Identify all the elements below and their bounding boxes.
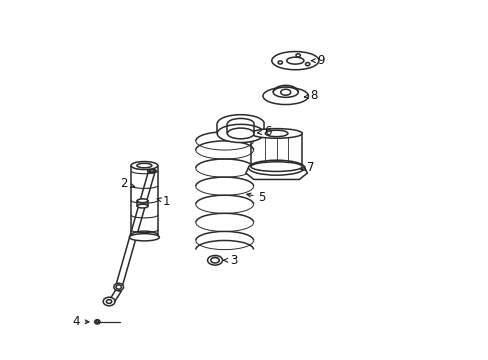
- Ellipse shape: [114, 283, 123, 291]
- Text: 2: 2: [120, 177, 134, 190]
- Ellipse shape: [295, 54, 300, 57]
- Ellipse shape: [207, 256, 222, 265]
- Ellipse shape: [250, 129, 302, 138]
- Text: 9: 9: [311, 54, 324, 67]
- Text: 7: 7: [300, 161, 313, 174]
- Ellipse shape: [149, 170, 154, 172]
- Ellipse shape: [147, 169, 156, 173]
- Text: 1: 1: [157, 195, 170, 208]
- Ellipse shape: [286, 57, 303, 64]
- Text: 3: 3: [224, 254, 237, 267]
- Ellipse shape: [227, 128, 254, 139]
- Polygon shape: [245, 168, 307, 180]
- Ellipse shape: [137, 163, 152, 168]
- Polygon shape: [110, 289, 121, 302]
- Text: 8: 8: [304, 90, 317, 103]
- Ellipse shape: [278, 61, 282, 64]
- Ellipse shape: [273, 87, 298, 97]
- Ellipse shape: [210, 258, 219, 263]
- Ellipse shape: [95, 320, 100, 324]
- Ellipse shape: [137, 199, 148, 203]
- Ellipse shape: [248, 160, 304, 175]
- Ellipse shape: [103, 297, 115, 306]
- Text: 4: 4: [72, 315, 89, 328]
- Ellipse shape: [271, 51, 318, 70]
- Ellipse shape: [116, 285, 121, 289]
- Ellipse shape: [137, 204, 148, 208]
- Ellipse shape: [106, 300, 112, 303]
- Text: 5: 5: [246, 191, 265, 204]
- Ellipse shape: [265, 130, 287, 137]
- Polygon shape: [115, 170, 155, 288]
- Text: 6: 6: [257, 125, 271, 138]
- Ellipse shape: [131, 231, 158, 239]
- Ellipse shape: [129, 234, 159, 241]
- Polygon shape: [137, 201, 148, 206]
- Ellipse shape: [250, 162, 302, 171]
- Ellipse shape: [305, 63, 309, 66]
- Ellipse shape: [131, 162, 158, 170]
- Ellipse shape: [96, 321, 99, 323]
- Ellipse shape: [263, 87, 308, 104]
- Ellipse shape: [280, 89, 290, 95]
- Ellipse shape: [217, 124, 264, 143]
